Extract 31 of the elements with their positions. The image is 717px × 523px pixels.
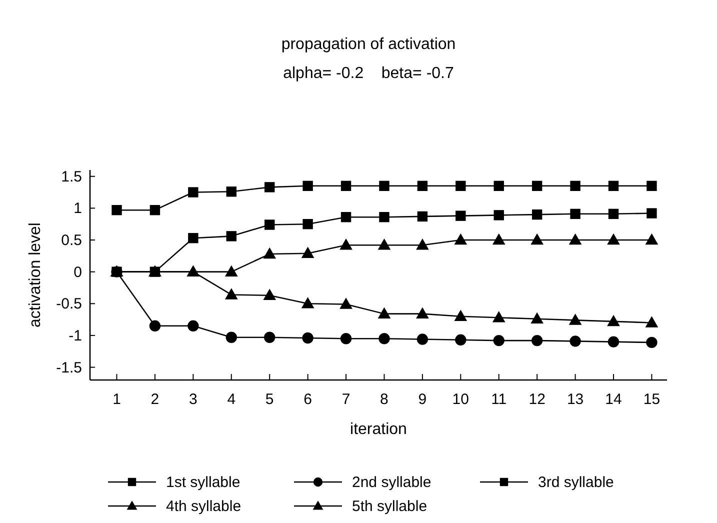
legend-label: 2nd syllable	[352, 474, 432, 491]
x-tick-label: 13	[566, 391, 584, 408]
legend-label: 4th syllable	[166, 498, 242, 515]
y-axis-title: activation level	[27, 222, 44, 328]
chart-subtitle: alpha= -0.2 beta= -0.7	[283, 65, 454, 82]
x-tick-label: 7	[342, 391, 350, 408]
x-tick-label: 2	[150, 391, 160, 408]
x-tick-label: 4	[227, 391, 236, 408]
legend-label: 3rd syllable	[538, 474, 614, 491]
x-tick-label: 11	[491, 391, 507, 408]
x-tick-label: 3	[189, 391, 198, 408]
y-tick-label: -1	[68, 327, 82, 344]
x-tick-label: 10	[452, 391, 469, 408]
y-tick-label: 1.5	[61, 168, 82, 186]
legend-label: 5th syllable	[352, 498, 428, 515]
legend-label: 1st syllable	[166, 474, 240, 491]
y-tick-label: 0	[74, 264, 82, 281]
y-tick-label: -1.5	[56, 359, 82, 376]
y-tick-label: 1	[74, 200, 82, 218]
x-axis-title: iteration	[350, 421, 407, 438]
x-tick-label: 9	[418, 391, 427, 408]
x-tick-label: 5	[265, 391, 274, 408]
x-tick-label: 6	[304, 391, 312, 408]
x-tick-label: 12	[528, 391, 546, 408]
y-tick-label: -0.5	[56, 296, 82, 313]
x-tick-label: 8	[380, 391, 388, 408]
chart-title: propagation of activation	[281, 36, 456, 53]
x-tick-label: 14	[605, 391, 622, 408]
x-tick-label: 15	[643, 391, 660, 408]
x-tick-label: 1	[112, 391, 121, 408]
y-tick-label: 0.5	[61, 232, 82, 249]
